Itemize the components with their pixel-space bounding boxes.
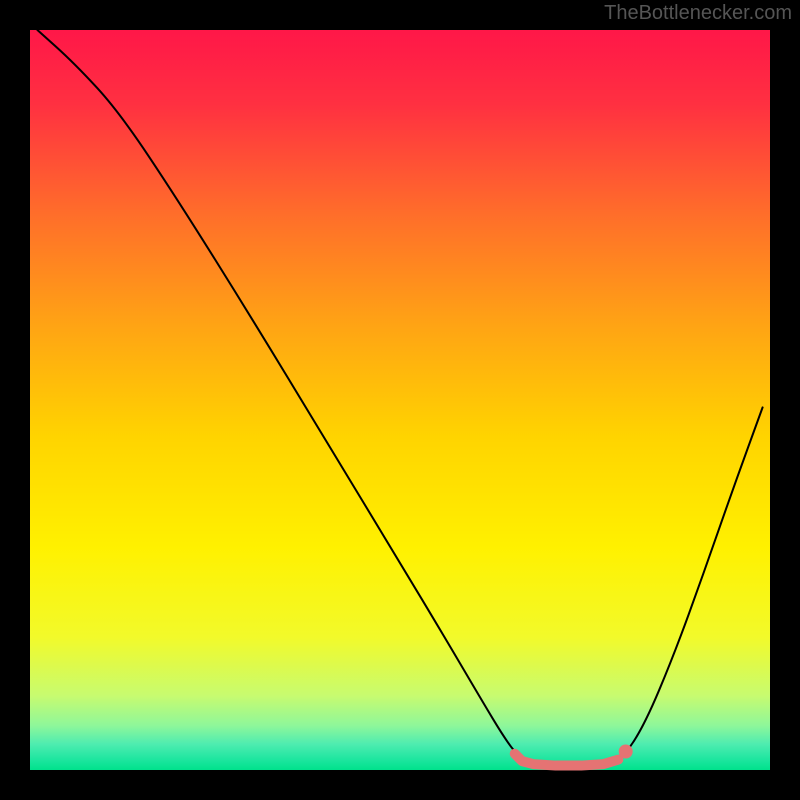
optimal-point-marker [619, 745, 633, 759]
chart-container: TheBottlenecker.com [0, 0, 800, 800]
watermark-text: TheBottlenecker.com [604, 2, 792, 25]
bottleneck-curve-chart [0, 0, 800, 800]
plot-background [30, 30, 770, 770]
